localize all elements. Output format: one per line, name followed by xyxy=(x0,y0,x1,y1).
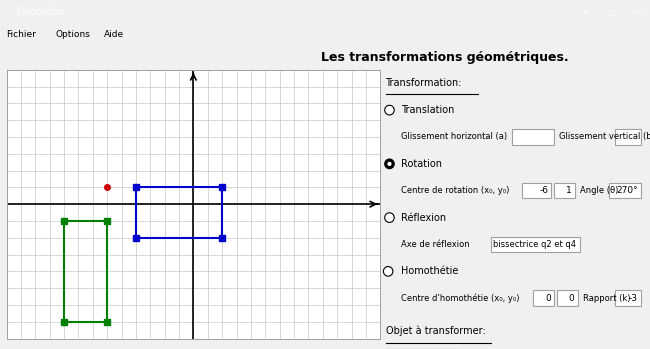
Text: Axe de réflexion: Axe de réflexion xyxy=(401,240,470,249)
Text: □: □ xyxy=(607,8,615,17)
Text: 1: 1 xyxy=(566,186,572,195)
Text: Centre d’homothétie (x₀, y₀): Centre d’homothétie (x₀, y₀) xyxy=(401,294,520,303)
Circle shape xyxy=(384,267,393,276)
Text: ✕: ✕ xyxy=(582,8,588,17)
Circle shape xyxy=(385,105,394,115)
FancyBboxPatch shape xyxy=(523,183,551,198)
Circle shape xyxy=(385,213,394,222)
Text: Glissement vertical (b): Glissement vertical (b) xyxy=(559,133,650,141)
Text: -3: -3 xyxy=(629,294,638,303)
Text: Les transformations géométriques.: Les transformations géométriques. xyxy=(322,51,569,64)
FancyBboxPatch shape xyxy=(556,290,578,306)
Text: Centre de rotation (x₀, y₀): Centre de rotation (x₀, y₀) xyxy=(401,186,510,195)
FancyBboxPatch shape xyxy=(614,129,641,144)
Text: Homothétie: Homothétie xyxy=(401,266,459,276)
Text: Rotation: Rotation xyxy=(401,159,442,169)
Circle shape xyxy=(387,162,391,166)
Text: Options: Options xyxy=(55,30,90,38)
Text: Glissement horizontal (a): Glissement horizontal (a) xyxy=(401,133,508,141)
FancyBboxPatch shape xyxy=(554,183,575,198)
Text: Rapport (k): Rapport (k) xyxy=(583,294,630,303)
FancyBboxPatch shape xyxy=(614,290,641,306)
Text: Géomètre: Géomètre xyxy=(16,7,65,17)
Circle shape xyxy=(385,159,394,169)
Text: Aide: Aide xyxy=(104,30,124,38)
Text: 0: 0 xyxy=(569,294,575,303)
Text: Réflexion: Réflexion xyxy=(401,213,447,223)
FancyBboxPatch shape xyxy=(533,290,554,306)
Text: 270°: 270° xyxy=(616,186,638,195)
Text: Objet à transformer:: Objet à transformer: xyxy=(385,325,486,336)
FancyBboxPatch shape xyxy=(491,237,580,252)
Text: Angle (θ): Angle (θ) xyxy=(580,186,619,195)
Text: —: — xyxy=(633,8,641,17)
FancyBboxPatch shape xyxy=(609,183,641,198)
Text: -6: -6 xyxy=(540,186,548,195)
Text: Translation: Translation xyxy=(401,105,455,115)
Text: bissectrice q2 et q4: bissectrice q2 et q4 xyxy=(493,240,577,249)
FancyBboxPatch shape xyxy=(512,129,554,144)
Text: Transformation:: Transformation: xyxy=(385,78,462,88)
Text: Fichier: Fichier xyxy=(6,30,36,38)
Text: 0: 0 xyxy=(545,294,551,303)
